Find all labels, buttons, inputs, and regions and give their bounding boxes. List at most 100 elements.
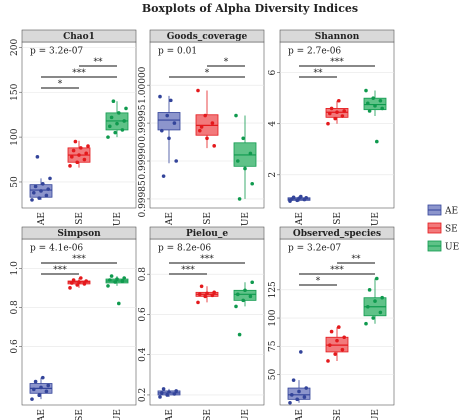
point — [340, 347, 345, 352]
figure-title: Boxplots of Alpha Diversity Indices — [142, 2, 358, 15]
point — [32, 190, 36, 195]
point — [84, 279, 88, 283]
point — [196, 88, 200, 93]
panel-title: Chao1 — [63, 32, 95, 42]
y-tick-label: 4 — [268, 121, 278, 127]
point — [378, 98, 383, 103]
point — [86, 144, 90, 148]
significance-label: *** — [330, 58, 344, 68]
point — [79, 146, 83, 150]
significance-label: *** — [200, 255, 214, 265]
point — [367, 109, 372, 113]
point — [290, 393, 294, 397]
point — [328, 343, 332, 347]
y-tick-label: 100 — [268, 309, 278, 326]
point — [237, 197, 242, 201]
point — [108, 124, 112, 129]
point — [39, 385, 43, 390]
point — [158, 395, 162, 399]
legend-label: AE — [444, 207, 458, 217]
point — [366, 101, 370, 106]
point — [241, 136, 245, 141]
point — [375, 139, 379, 144]
y-tick-label: 50 — [10, 176, 20, 188]
point — [335, 110, 339, 115]
point — [299, 194, 303, 199]
significance-label: * — [316, 277, 321, 287]
panel-title: Goods_coverage — [167, 32, 248, 42]
x-tick-label: UE — [113, 212, 123, 226]
panel — [279, 41, 395, 209]
point — [203, 294, 207, 299]
point — [161, 174, 166, 178]
point — [73, 139, 78, 144]
p-value: p = 3.2e-07 — [288, 244, 341, 254]
point — [68, 164, 72, 168]
x-tick-label: SE — [333, 409, 343, 420]
point — [212, 290, 216, 295]
significance-label: *** — [72, 255, 86, 265]
point — [158, 94, 162, 99]
point — [113, 130, 117, 135]
point — [304, 195, 309, 200]
y-tick-label: 0.99995 — [138, 104, 148, 141]
point — [75, 283, 79, 287]
panel — [21, 238, 137, 406]
point — [174, 159, 178, 163]
point — [113, 280, 117, 284]
point — [375, 276, 379, 281]
point — [44, 389, 49, 394]
strip — [149, 226, 265, 240]
point — [326, 359, 330, 363]
point — [203, 113, 207, 118]
strip — [21, 226, 137, 240]
point — [297, 389, 301, 394]
legend-label: UE — [445, 243, 459, 253]
point — [174, 389, 178, 393]
significance-label: * — [205, 69, 210, 79]
point — [161, 387, 166, 391]
point — [250, 181, 254, 186]
y-tick-label: 6 — [268, 70, 278, 76]
box — [157, 112, 181, 131]
point — [44, 193, 49, 198]
point — [234, 304, 238, 309]
y-tick-label: 75 — [268, 340, 278, 352]
significance-label: *** — [53, 266, 67, 276]
point — [243, 166, 247, 171]
significance-label: *** — [330, 266, 344, 276]
strip — [279, 29, 395, 43]
point — [210, 121, 215, 125]
point — [304, 386, 309, 390]
point — [32, 387, 36, 392]
point — [364, 88, 368, 93]
point — [165, 393, 169, 397]
point — [160, 391, 164, 395]
point — [337, 325, 341, 329]
point — [115, 277, 119, 281]
x-tick-label: AE — [37, 212, 47, 226]
panel-title: Pielou_e — [186, 229, 228, 239]
point — [77, 153, 81, 157]
x-tick-label: SE — [203, 212, 213, 225]
point — [326, 121, 330, 126]
point — [371, 316, 376, 320]
significance-label: *** — [72, 69, 86, 79]
x-tick-label: AE — [295, 409, 305, 420]
y-tick-label: 200 — [10, 39, 20, 56]
point — [373, 299, 377, 303]
point — [39, 189, 43, 193]
y-tick-label: 50 — [268, 369, 278, 381]
point — [77, 280, 81, 284]
point — [236, 159, 240, 163]
strip — [279, 226, 395, 240]
y-tick-label: 0.6 — [138, 307, 148, 322]
point — [198, 292, 202, 297]
significance-label: * — [58, 80, 63, 90]
point — [33, 379, 38, 384]
y-tick-label: 150 — [10, 83, 20, 100]
strip — [21, 29, 137, 43]
point — [169, 98, 173, 103]
point — [378, 310, 383, 315]
